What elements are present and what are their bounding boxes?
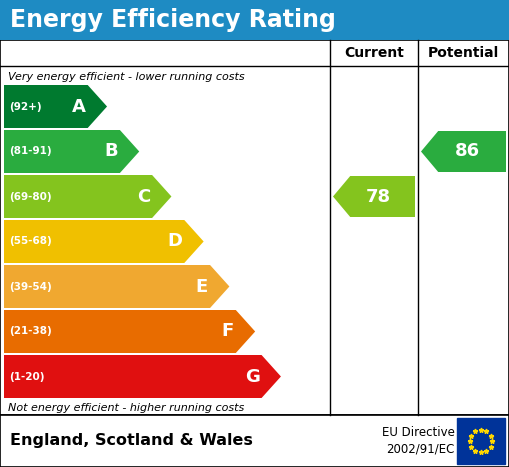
Text: C: C (137, 187, 150, 205)
Text: EU Directive
2002/91/EC: EU Directive 2002/91/EC (382, 426, 455, 456)
Text: (92+): (92+) (9, 101, 42, 112)
Bar (0, 0, 509, 40)
Text: England, Scotland & Wales: England, Scotland & Wales (10, 433, 253, 448)
Text: G: G (245, 368, 260, 385)
Text: Not energy efficient - higher running costs: Not energy efficient - higher running co… (8, 403, 244, 413)
Text: (21-38): (21-38) (9, 326, 52, 337)
Bar (0, 40, 509, 415)
Text: D: D (167, 233, 182, 250)
Polygon shape (421, 131, 506, 172)
Text: (81-91): (81-91) (9, 147, 51, 156)
Polygon shape (4, 265, 230, 308)
Text: Very energy efficient - lower running costs: Very energy efficient - lower running co… (8, 72, 245, 82)
Polygon shape (4, 130, 139, 173)
Polygon shape (4, 175, 172, 218)
Text: B: B (104, 142, 118, 161)
Text: F: F (221, 323, 234, 340)
Polygon shape (4, 220, 204, 263)
Text: Current: Current (344, 46, 404, 60)
Polygon shape (333, 176, 415, 217)
Text: (55-68): (55-68) (9, 236, 52, 247)
Text: (1-20): (1-20) (9, 372, 44, 382)
Polygon shape (4, 310, 255, 353)
Text: Energy Efficiency Rating: Energy Efficiency Rating (10, 8, 336, 32)
Text: 86: 86 (455, 142, 480, 161)
Text: A: A (72, 98, 86, 115)
Bar (457, 418, 505, 464)
Text: Potential: Potential (428, 46, 499, 60)
Bar (0, 415, 509, 467)
Text: (69-80): (69-80) (9, 191, 51, 201)
Polygon shape (4, 355, 281, 398)
Text: (39-54): (39-54) (9, 282, 52, 291)
Text: 78: 78 (366, 187, 391, 205)
Polygon shape (4, 85, 107, 128)
Text: E: E (196, 277, 208, 296)
